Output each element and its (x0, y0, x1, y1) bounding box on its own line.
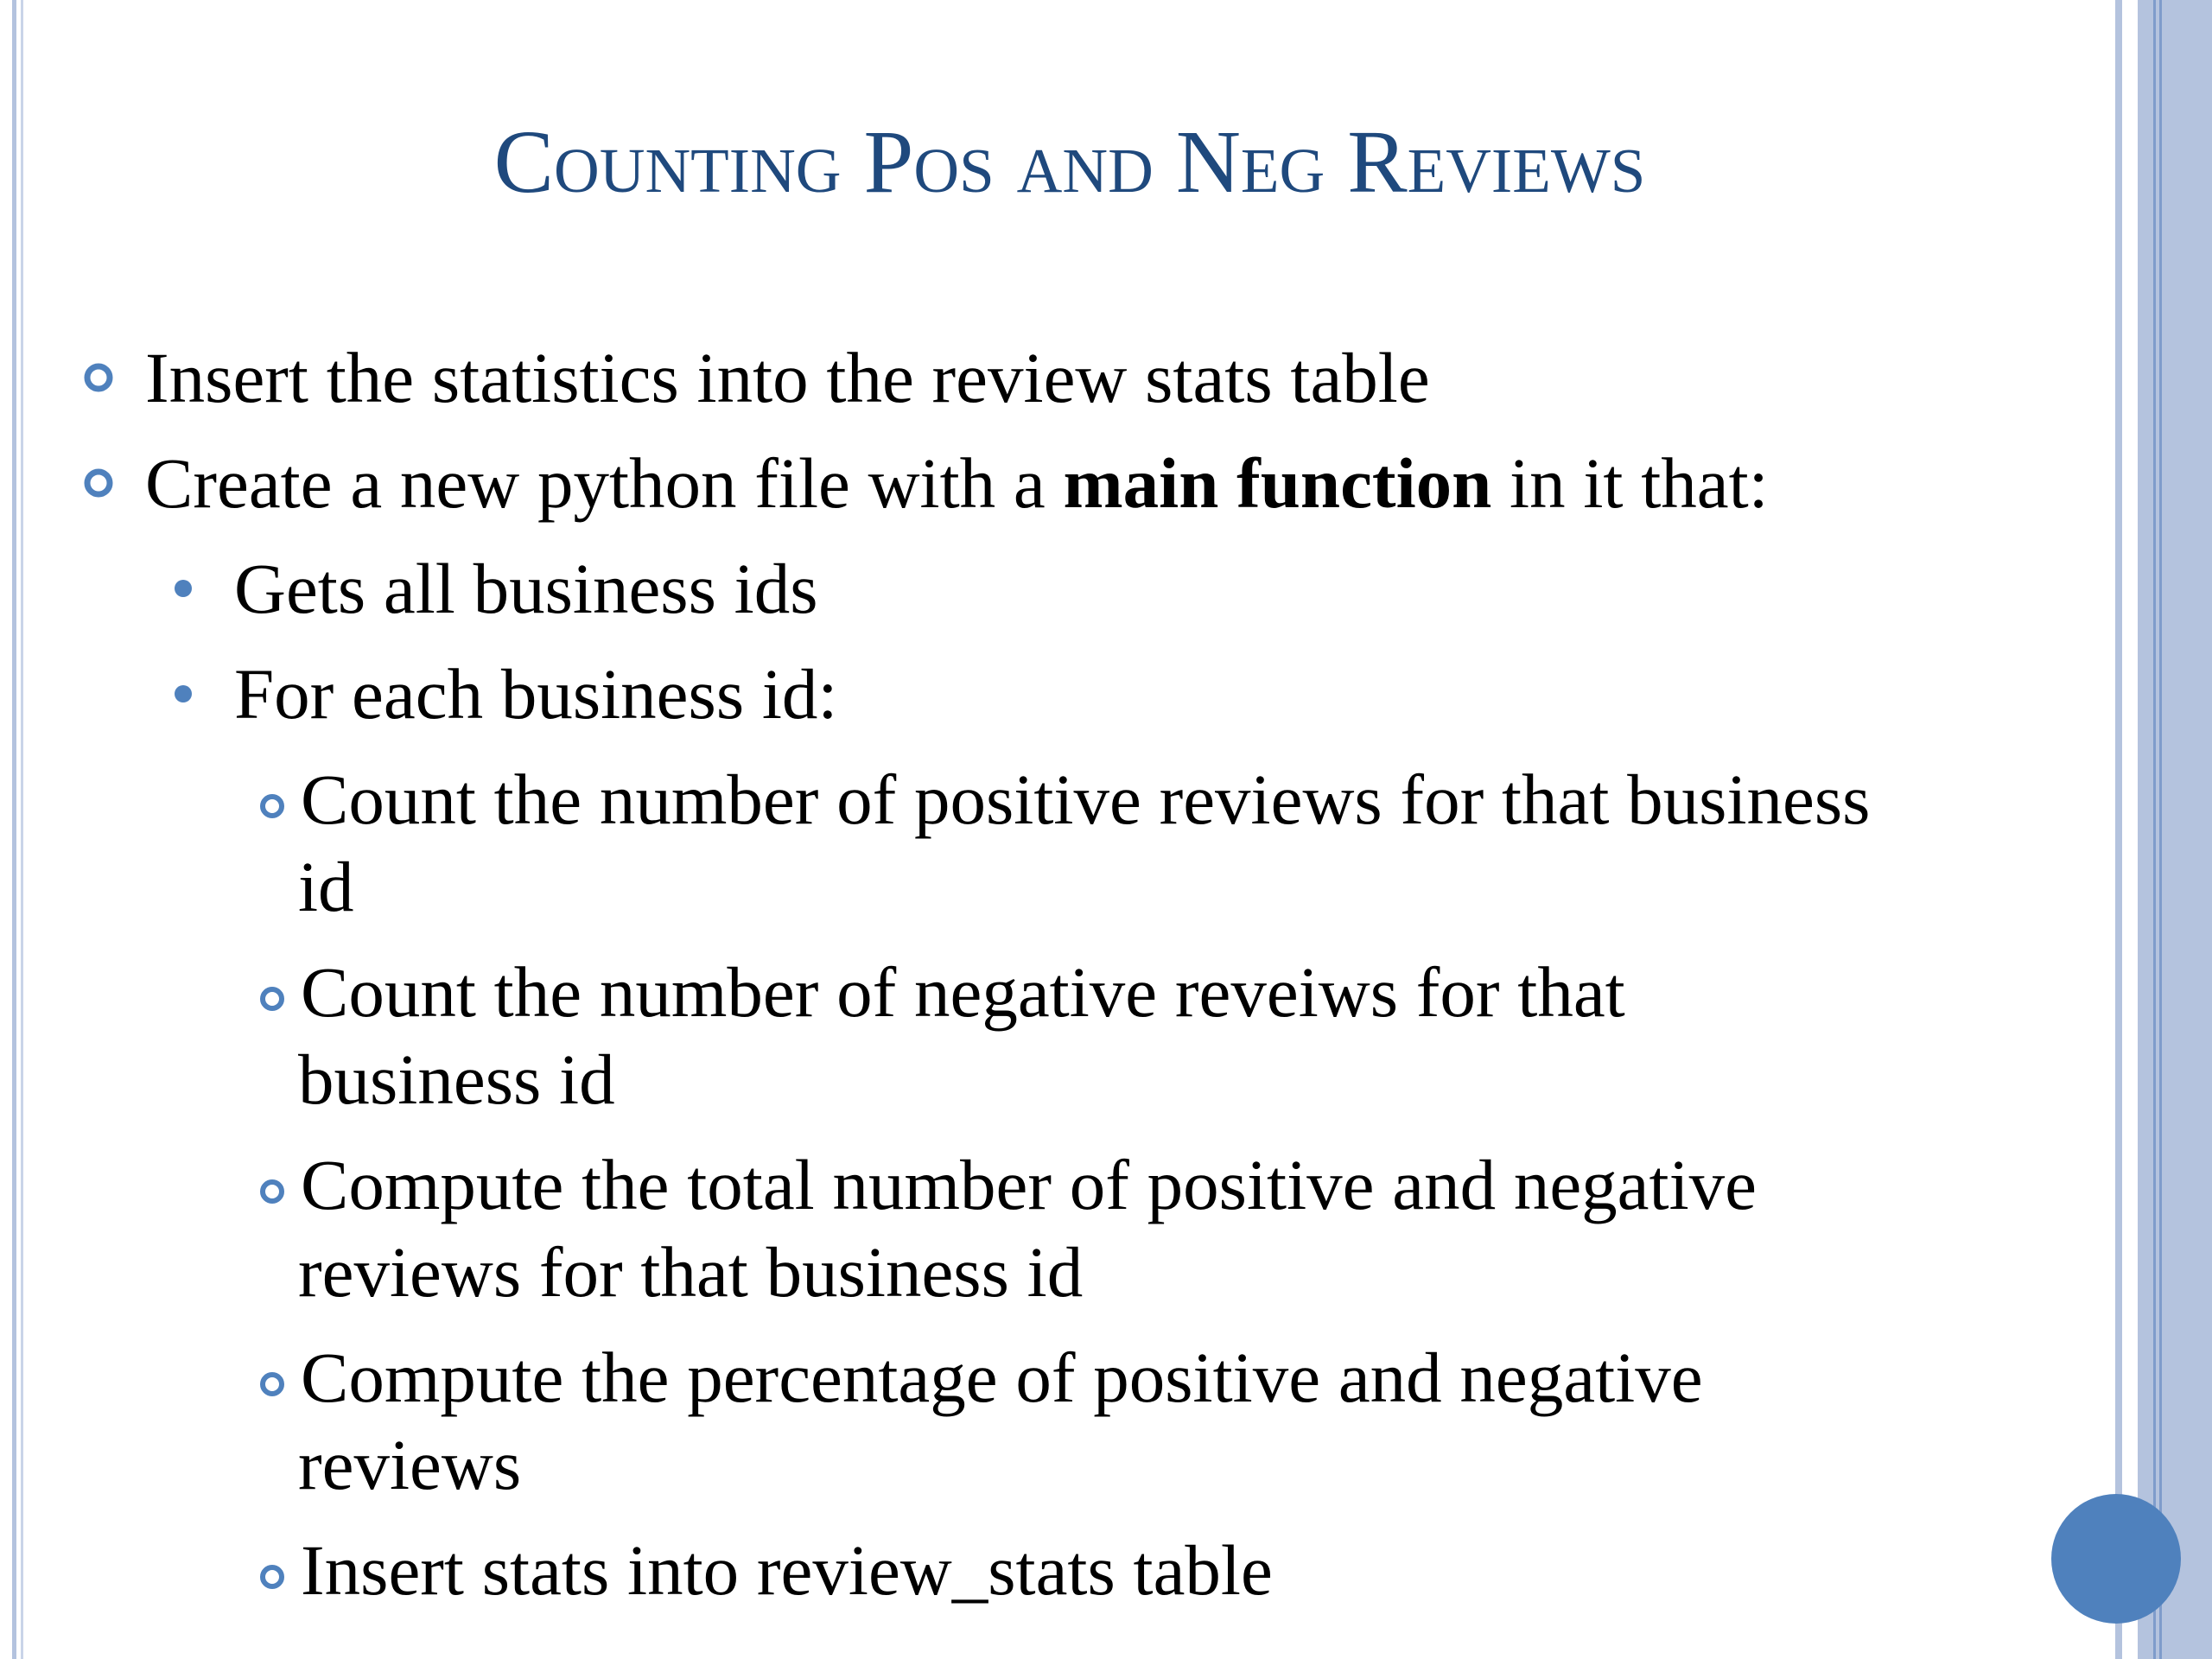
bullet-text: Count the number of negative reveiws for… (301, 952, 1625, 1032)
left-border-inner (21, 0, 23, 1659)
bullet-text: Insert the statistics into the review st… (145, 338, 1430, 417)
bullet-text: reviews for that business id (298, 1232, 1083, 1312)
slide-body: Insert the statistics into the review st… (84, 338, 1870, 1610)
right-border-stripe (2153, 0, 2156, 1659)
right-border-band (2138, 0, 2212, 1659)
bullet-ring (84, 468, 113, 498)
bullet-dot (175, 685, 192, 702)
text-run: Create a new python file with a (145, 443, 1064, 523)
bullet-dot (175, 580, 192, 597)
bullet-ring (84, 363, 113, 392)
bullet-ring (260, 1565, 284, 1589)
bullet-text: Compute the total number of positive and… (301, 1145, 1757, 1224)
bullet-text: Insert stats into review_stats table (301, 1530, 1273, 1610)
bullet-text: Count the number of positive reviews for… (301, 760, 1870, 839)
bold-text: main function (1064, 443, 1492, 523)
bullet-text: Gets all business ids (234, 549, 818, 628)
bullet-text: reviews (298, 1425, 521, 1504)
bullet-ring (260, 794, 284, 818)
right-border-line (2115, 0, 2122, 1659)
corner-circle (2051, 1494, 2181, 1624)
bullet-ring (260, 1372, 284, 1396)
bullet-text: Create a new python file with a main fun… (145, 443, 1769, 523)
left-border (12, 0, 16, 1659)
text-run: in it that: (1491, 443, 1768, 523)
bullet-text: id (298, 847, 354, 926)
bullet-text: For each business id: (234, 654, 838, 734)
right-border-stripe (2159, 0, 2162, 1659)
bullet-ring (260, 987, 284, 1011)
bullet-text: Compute the percentage of positive and n… (301, 1338, 1703, 1417)
slide-title: Counting Pos and Neg Reviews (494, 112, 1646, 212)
bullet-text: business id (298, 1039, 615, 1119)
bullet-ring (260, 1179, 284, 1204)
